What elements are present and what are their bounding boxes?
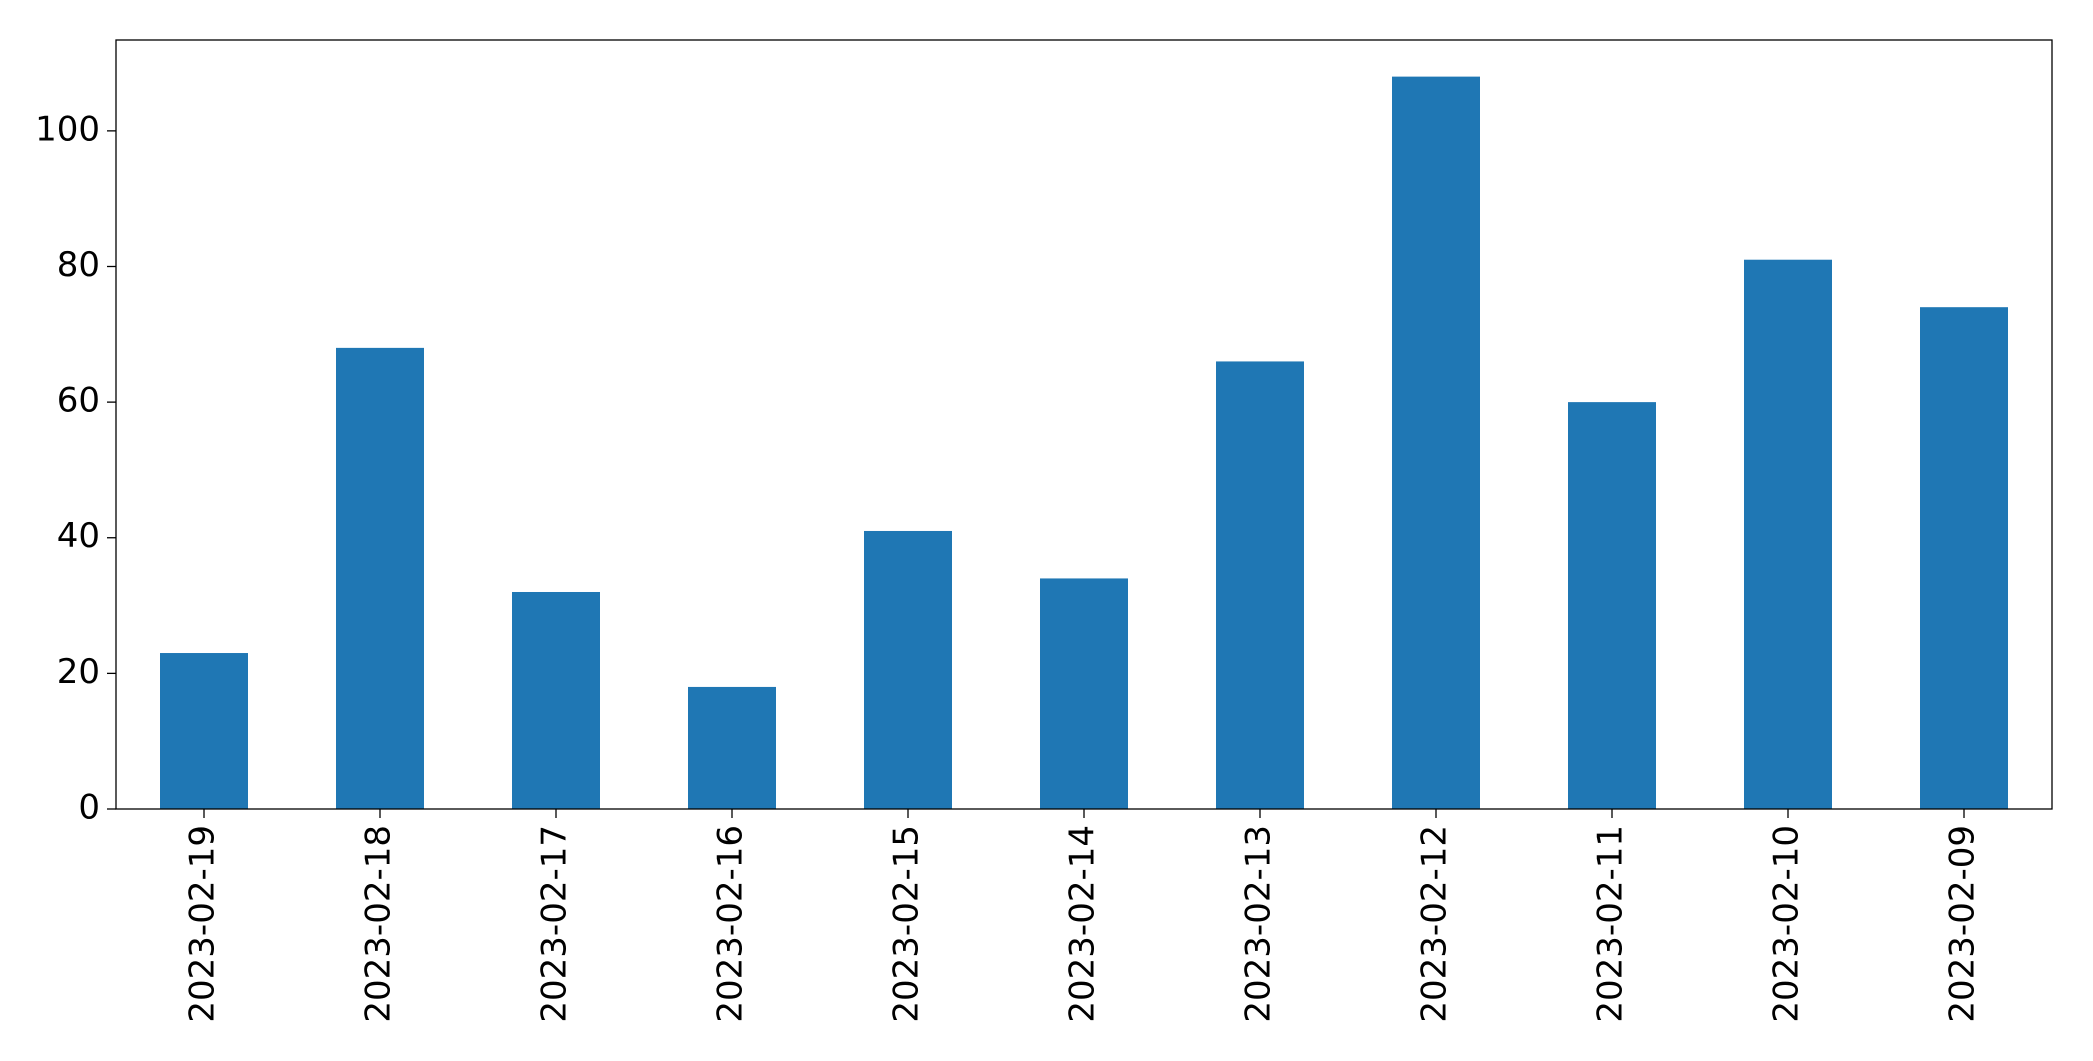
- bar: [1920, 307, 2008, 809]
- y-tick-label: 100: [35, 109, 100, 149]
- x-tick-label: 2023-02-16: [711, 825, 751, 1023]
- bar: [160, 653, 248, 809]
- bar: [864, 530, 952, 809]
- bar: [336, 347, 424, 809]
- x-tick-label: 2023-02-11: [1591, 825, 1631, 1023]
- y-tick-label: 0: [78, 788, 100, 828]
- x-tick-label: 2023-02-10: [1767, 825, 1807, 1023]
- bar: [688, 686, 776, 809]
- bar: [1392, 76, 1480, 810]
- x-tick-label: 2023-02-15: [887, 825, 927, 1023]
- x-tick-label: 2023-02-14: [1063, 825, 1103, 1023]
- bar: [1040, 578, 1128, 809]
- bar: [1568, 402, 1656, 809]
- x-tick-label: 2023-02-09: [1943, 825, 1983, 1023]
- x-tick-label: 2023-02-17: [535, 825, 575, 1023]
- y-tick-label: 40: [57, 516, 100, 556]
- x-tick-label: 2023-02-13: [1239, 825, 1279, 1023]
- bar: [512, 591, 600, 809]
- y-tick-label: 80: [57, 245, 100, 285]
- y-tick-label: 60: [57, 381, 100, 421]
- bar: [1744, 259, 1832, 809]
- x-tick-label: 2023-02-19: [183, 825, 223, 1023]
- x-tick-label: 2023-02-18: [359, 825, 399, 1023]
- bar: [1216, 361, 1304, 809]
- y-tick-label: 20: [57, 652, 100, 692]
- plot-frame: [115, 39, 2053, 810]
- x-tick-label: 2023-02-12: [1415, 825, 1455, 1023]
